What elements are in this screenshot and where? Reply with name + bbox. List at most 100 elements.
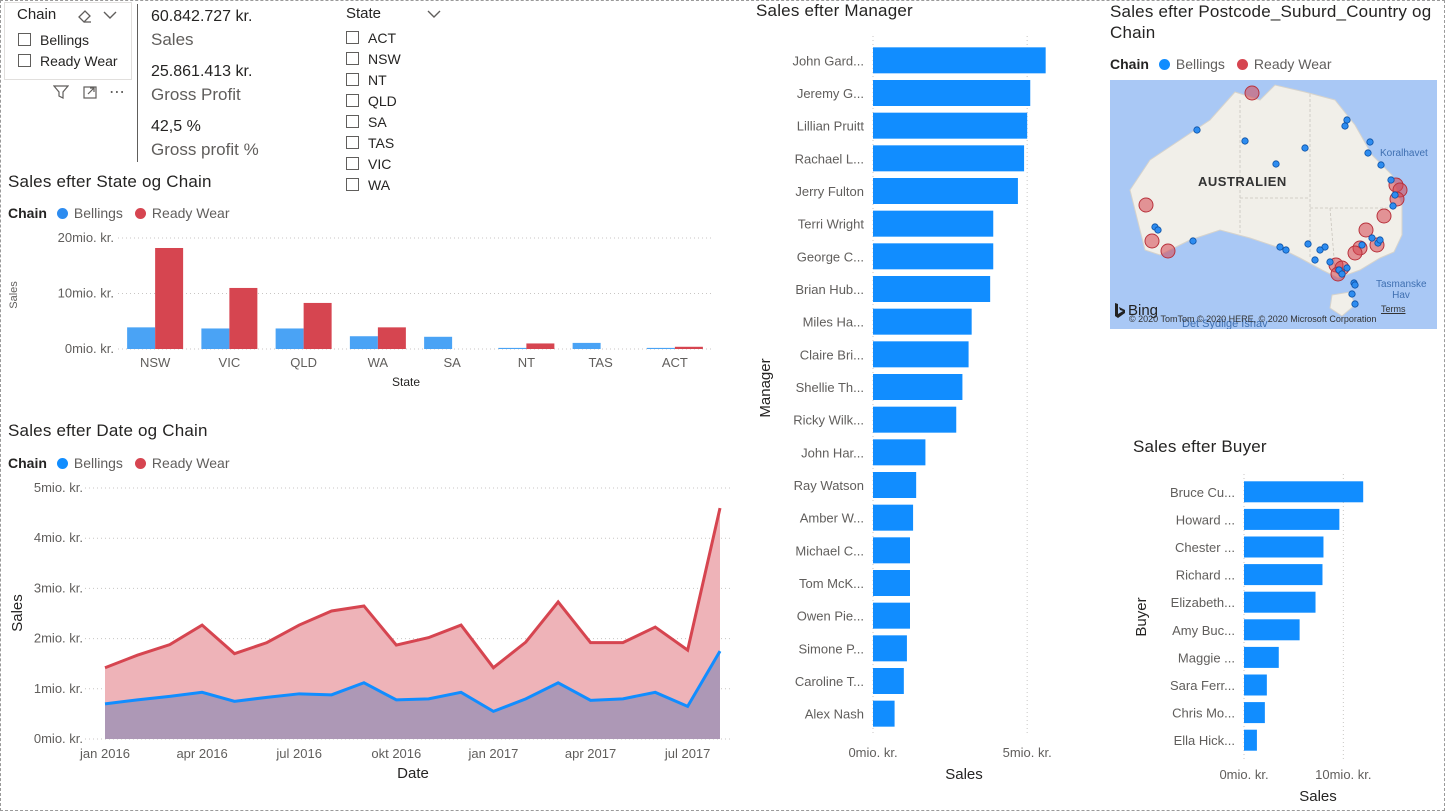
map-country-label: AUSTRALIEN (1198, 174, 1287, 189)
bar (873, 80, 1031, 106)
legend-dot-bellings (1158, 58, 1170, 70)
bar (1244, 729, 1257, 751)
checkbox[interactable] (346, 31, 359, 44)
chevron-down-icon[interactable] (426, 6, 442, 27)
map-bubble-bellings (1193, 126, 1201, 134)
y-tick-label: 4mio. kr. (34, 530, 83, 545)
manager-chart[interactable]: 0mio. kr. 5mio. kr. John Gard... Jeremy G..… (752, 36, 1082, 788)
buyer-chart[interactable]: 0mio. kr. 10mio. kr. Bruce Cu... Howard ...… (1128, 472, 1428, 806)
state-chart-title: Sales efter State og Chain (8, 172, 212, 191)
checkbox[interactable] (18, 33, 31, 46)
map-bubble-bellings (1366, 138, 1374, 146)
category-label: Tom McK... (799, 576, 864, 591)
bar-ready-wear (377, 327, 406, 349)
x-tick-label: VIC (219, 355, 241, 370)
state-option-wa[interactable]: WA (346, 174, 401, 195)
state-option-tas[interactable]: TAS (346, 132, 401, 153)
checkbox[interactable] (346, 52, 359, 65)
bar (1244, 674, 1267, 696)
chain-slicer[interactable] (4, 2, 132, 80)
map-bubble-bellings (1304, 240, 1312, 248)
legend-bellings[interactable]: Bellings (73, 205, 123, 221)
state-option-qld[interactable]: QLD (346, 90, 401, 111)
legend-bellings[interactable]: Bellings (1175, 56, 1225, 72)
eraser-icon[interactable] (77, 7, 93, 23)
bar (1244, 564, 1323, 586)
bar (873, 537, 910, 564)
bar (873, 210, 994, 237)
state-slicer-list: ACT NSW NT QLD SA TAS VIC WA (346, 27, 401, 195)
legend-ready-wear[interactable]: Ready Wear (1253, 56, 1332, 72)
x-tick-label: SA (443, 355, 461, 370)
map-bubble-bellings (1276, 243, 1284, 251)
x-tick-label: okt 2016 (371, 746, 421, 761)
y-tick-label: 0mio. kr. (34, 731, 83, 746)
x-tick-label: jan 2017 (467, 746, 518, 761)
bar (873, 374, 963, 400)
map-bubble-bellings (1326, 258, 1334, 266)
x-tick-label: 0mio. kr. (848, 745, 897, 760)
category-label: Elizabeth... (1171, 595, 1235, 610)
checkbox[interactable] (346, 73, 359, 86)
buyer-chart-title: Sales efter Buyer (1133, 437, 1267, 456)
bar (873, 439, 926, 466)
map-bubble-bellings (1343, 116, 1351, 124)
more-options-icon[interactable]: ⋯ (109, 84, 125, 101)
x-tick-label: NSW (140, 355, 171, 370)
x-axis-label: State (392, 375, 420, 389)
state-option-nsw[interactable]: NSW (346, 48, 401, 69)
state-option-label: VIC (368, 155, 392, 172)
checkbox[interactable] (18, 54, 31, 67)
area-bellings (105, 651, 720, 739)
kpi-card-gross-profit: 25.861.413 kr. Gross Profit (151, 63, 252, 105)
x-tick-label: jul 2017 (664, 746, 711, 761)
chain-option-bellings[interactable]: Bellings (18, 29, 118, 50)
checkbox[interactable] (346, 115, 359, 128)
map-bubble-ready-wear (1358, 222, 1374, 238)
x-tick-label: apr 2016 (176, 746, 227, 761)
state-chain-chart[interactable]: 20mio. kr. 10mio. kr. 0mio. kr. Sales NSW VIC… (0, 225, 730, 395)
bar (1244, 481, 1364, 503)
map-bubble-ready-wear (1347, 245, 1363, 261)
state-option-nt[interactable]: NT (346, 69, 401, 90)
map-place-label-koralhavet: Koralhavet (1380, 148, 1428, 159)
y-tick-label: 3mio. kr. (34, 580, 83, 595)
x-tick-label: TAS (588, 355, 613, 370)
chain-option-ready-wear[interactable]: Ready Wear (18, 50, 118, 71)
chevron-down-icon[interactable] (102, 7, 118, 23)
chain-option-label: Bellings (40, 31, 90, 48)
checkbox[interactable] (346, 94, 359, 107)
map-bubble-ready-wear (1138, 197, 1154, 213)
map-terms-link[interactable]: Terms (1381, 304, 1406, 314)
state-option-vic[interactable]: VIC (346, 153, 401, 174)
legend-ready-wear[interactable]: Ready Wear (151, 455, 230, 471)
category-label: Jeremy G... (797, 86, 864, 101)
kpi-card-gross-profit-pct: 42,5 % Gross profit % (151, 118, 259, 160)
category-label: Brian Hub... (795, 282, 864, 297)
x-tick-label: QLD (290, 355, 317, 370)
bar-bellings (572, 342, 601, 349)
state-option-act[interactable]: ACT (346, 27, 401, 48)
y-axis-label: Sales (8, 281, 20, 309)
category-label: Terri Wright (798, 217, 865, 232)
bar (873, 145, 1025, 172)
manager-chart-title: Sales efter Manager (756, 1, 913, 20)
kpi-divider (137, 4, 138, 162)
line-ready-wear (104, 507, 722, 670)
legend-bellings[interactable]: Bellings (73, 455, 123, 471)
state-option-sa[interactable]: SA (346, 111, 401, 132)
x-tick-label: ACT (662, 355, 688, 370)
legend-ready-wear[interactable]: Ready Wear (151, 205, 230, 221)
checkbox[interactable] (346, 136, 359, 149)
date-chain-chart[interactable]: 5mio. kr. 4mio. kr. 3mio. kr. 2mio. kr. 1mio… (0, 478, 740, 788)
checkbox[interactable] (346, 178, 359, 191)
map-bubble-bellings (1377, 161, 1385, 169)
focus-mode-icon[interactable] (82, 84, 98, 105)
state-chart-legend: Chain Bellings Ready Wear (8, 205, 229, 221)
category-label: Amber W... (800, 511, 864, 526)
map[interactable]: AUSTRALIEN Koralhavet Tasmanske Hav Det … (1110, 80, 1437, 329)
filter-icon[interactable] (52, 84, 70, 105)
category-label: George C... (797, 249, 864, 264)
bing-logo-text: Bing (1128, 302, 1159, 319)
checkbox[interactable] (346, 157, 359, 170)
